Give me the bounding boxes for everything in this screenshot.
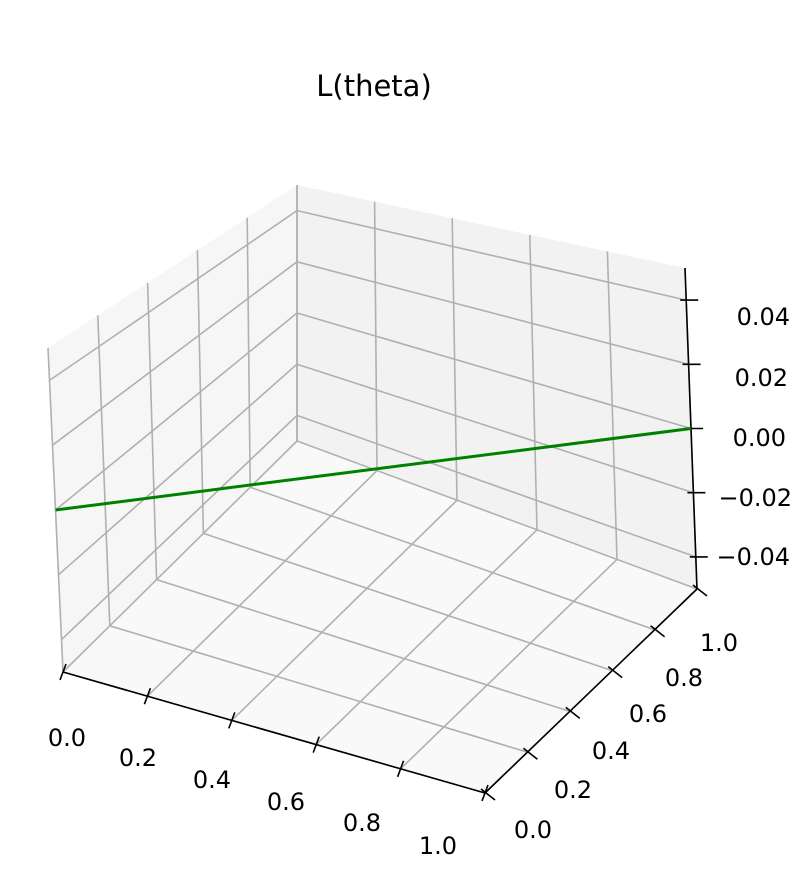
z-tick-label: −0.04 (716, 543, 790, 571)
y-tick-label: 0.8 (665, 664, 703, 692)
x-tick-label: 0.0 (48, 724, 86, 752)
z-tick-label: 0.00 (733, 424, 786, 452)
left-grid-line (54, 312, 298, 511)
y-tick-label: 1.0 (700, 629, 738, 657)
y-tick-mark (480, 788, 496, 801)
left-pane-yz (48, 185, 297, 672)
x-tick-mark (143, 687, 152, 705)
back-grid-line (296, 312, 692, 430)
back-grid-line (296, 261, 689, 366)
left-grid-line (52, 261, 298, 446)
x-tick-label: 0.6 (267, 788, 305, 816)
y-tick-label: 0.6 (629, 700, 667, 728)
y-axis-ticks: 0.0 0.2 0.4 0.6 0.8 1.0 (514, 629, 738, 844)
y-tick-mark (692, 584, 708, 597)
x-tick-label: 0.2 (119, 744, 157, 772)
floor-grid-line (315, 529, 538, 746)
floor-grid-line (249, 486, 655, 631)
floor-pane-xy (63, 441, 697, 793)
back-grid-line (296, 363, 694, 494)
floor-grid-line (203, 532, 613, 672)
y-tick-label: 0.2 (554, 776, 592, 804)
floor-grid-line (62, 440, 298, 673)
x-tick-label: 0.8 (343, 809, 381, 837)
y-tick-mark (607, 665, 623, 679)
floor-grid-line (146, 470, 378, 697)
series-layer (55, 427, 692, 512)
x-axis-ticks: 0.0 0.2 0.4 0.6 0.8 1.0 (48, 724, 457, 860)
x-tick-mark (228, 712, 236, 729)
y-tick-label: 0.0 (514, 816, 552, 844)
x-axis-line (62, 671, 486, 794)
z-tick-label: 0.02 (735, 364, 788, 392)
y-axis-line (484, 588, 698, 794)
back-grid-line (296, 209, 687, 301)
floor-grid-line (109, 625, 528, 753)
x-tick-mark (396, 760, 405, 778)
left-grid-line (60, 414, 298, 641)
z-tick-label: 0.04 (737, 303, 790, 331)
y-tick-label: 0.4 (592, 737, 630, 765)
floor-grid-line (156, 578, 571, 713)
x-tick-mark (312, 736, 320, 753)
x-tick-label: 1.0 (419, 832, 457, 860)
y-tick-mark (650, 625, 666, 638)
y-tick-mark (565, 706, 581, 720)
y-tick-mark (522, 747, 538, 760)
z-axis-ticks: −0.04 −0.02 0.00 0.02 0.04 (716, 303, 792, 571)
series-line (55, 427, 692, 512)
z-tick-label: −0.02 (718, 484, 792, 512)
chart-title: L(theta) (316, 69, 432, 103)
floor-grid-line (296, 440, 698, 590)
x-tick-mark (59, 663, 67, 681)
floor-grid-line (231, 499, 458, 721)
back-pane-xz (297, 185, 697, 589)
left-grid-line (57, 363, 298, 576)
x-tick-label: 0.4 (193, 766, 231, 794)
floor-grid-line (400, 558, 618, 770)
back-grid-line (296, 414, 697, 558)
left-grid-line (49, 209, 298, 382)
